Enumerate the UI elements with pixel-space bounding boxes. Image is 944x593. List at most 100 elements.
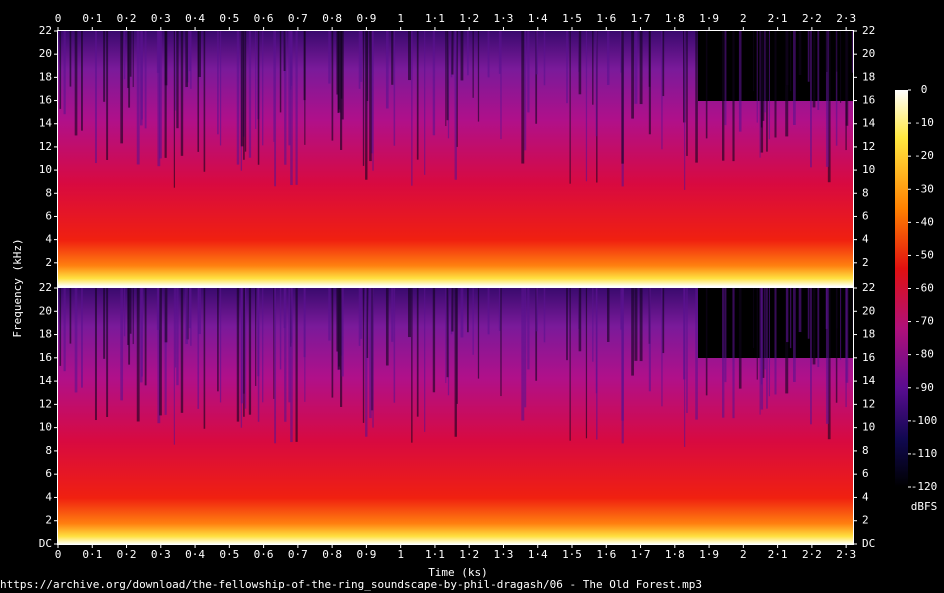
x-tick-label: 0·8 [322,548,342,561]
texture [255,31,257,129]
y-tick-label: 20 [39,304,52,317]
texture [188,288,192,329]
colorbar [895,90,908,487]
x-tick-label: 2·2 [802,12,822,25]
x-tick-label: 0·3 [151,548,171,561]
texture [129,288,132,334]
texture [180,288,184,413]
x-tick-label: 1·6 [596,12,616,25]
texture [362,31,365,166]
texture [236,288,240,422]
texture [190,31,192,89]
y-tick-label: 18 [862,328,875,341]
y-tick-label: 4 [45,490,52,503]
texture [762,288,765,378]
texture [304,288,306,402]
texture [840,31,842,103]
y-tick-label: 10 [39,421,52,434]
y-tick-label: 8 [45,186,52,199]
texture [760,288,764,410]
texture [243,31,245,160]
texture [279,288,282,370]
x-tick-label: 2·3 [836,12,856,25]
texture [466,31,469,76]
texture [416,31,419,160]
texture [836,288,838,329]
x-tick-label: 0·2 [117,12,137,25]
texture [69,288,72,344]
x-tick-label: 1·8 [665,548,685,561]
texture [203,288,206,429]
texture [362,288,365,423]
texture [244,31,247,152]
texture [535,288,538,332]
texture [695,288,698,420]
texture [807,288,810,339]
texture [255,288,257,386]
x-tick-label: 0·6 [254,548,274,561]
texture [648,31,651,135]
texture [466,288,469,333]
y-tick-label: 8 [862,186,869,199]
texture [127,288,129,345]
y-tick-label: 6 [862,209,869,222]
texture [140,31,143,126]
texture [477,288,480,379]
texture [164,31,168,86]
texture [521,288,525,421]
texture [662,31,665,97]
texture [236,31,240,165]
texture [279,31,282,113]
texture [621,288,624,421]
texture [283,31,286,72]
texture [566,288,568,361]
texture [661,31,663,150]
texture [123,31,126,80]
texture [94,288,97,421]
texture [793,288,796,382]
colorbar-tick-label: -50 [914,248,934,261]
texture [262,288,264,403]
texture [454,288,457,437]
texture [370,288,374,411]
texture [722,31,725,161]
texture [500,288,502,397]
texture [446,288,449,378]
texture [123,288,126,337]
texture [372,288,374,428]
texture [341,31,344,120]
y-tick-label: 18 [39,70,52,83]
x-tick-label: 1·8 [665,12,685,25]
texture [103,31,106,102]
texture [639,31,643,105]
texture [127,31,129,88]
texture [360,31,363,82]
y-tick-label: 22 [862,281,875,294]
texture [543,288,546,343]
texture [456,31,458,147]
texture [74,288,78,393]
texture [190,288,192,346]
texture [248,288,252,415]
texture [810,31,812,168]
texture [144,31,147,129]
texture [686,288,688,413]
y-tick-label: 12 [862,140,875,153]
texture [500,31,502,140]
y-tick-label: 8 [45,444,52,457]
colorbar-tick-label: -70 [914,315,934,328]
texture [840,288,842,360]
texture [424,288,426,432]
texture [760,31,764,153]
texture [753,31,755,92]
texture [774,31,777,138]
texture [136,31,140,165]
texture [764,31,766,113]
y-tick-label: 14 [862,117,876,130]
x-tick-label: 0·4 [185,12,205,25]
texture [331,31,334,141]
texture [240,31,244,147]
y-tick-label: 22 [862,24,875,37]
texture [543,31,546,86]
texture [810,288,812,425]
